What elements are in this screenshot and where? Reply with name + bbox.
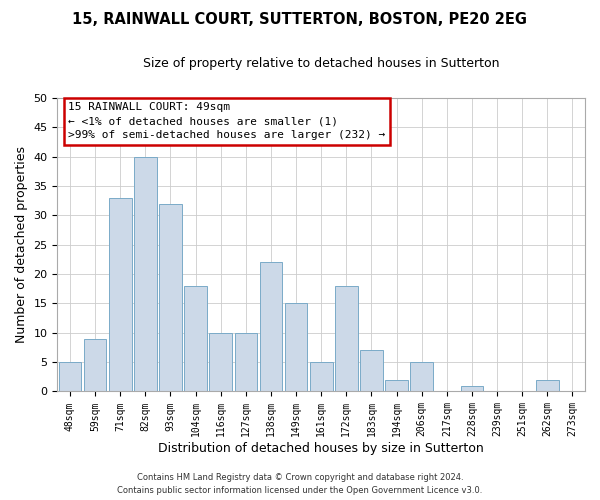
Bar: [285, 304, 307, 392]
Bar: [461, 386, 483, 392]
Bar: [385, 380, 408, 392]
Text: Contains HM Land Registry data © Crown copyright and database right 2024.
Contai: Contains HM Land Registry data © Crown c…: [118, 474, 482, 495]
Bar: [360, 350, 383, 392]
Y-axis label: Number of detached properties: Number of detached properties: [15, 146, 28, 344]
Bar: [260, 262, 282, 392]
Bar: [59, 362, 81, 392]
Bar: [235, 333, 257, 392]
Bar: [159, 204, 182, 392]
Bar: [84, 338, 106, 392]
Bar: [109, 198, 131, 392]
Bar: [310, 362, 332, 392]
Text: 15, RAINWALL COURT, SUTTERTON, BOSTON, PE20 2EG: 15, RAINWALL COURT, SUTTERTON, BOSTON, P…: [73, 12, 527, 28]
Bar: [209, 333, 232, 392]
Text: 15 RAINWALL COURT: 49sqm
← <1% of detached houses are smaller (1)
>99% of semi-d: 15 RAINWALL COURT: 49sqm ← <1% of detach…: [68, 102, 385, 141]
Bar: [410, 362, 433, 392]
Bar: [184, 286, 207, 392]
Title: Size of property relative to detached houses in Sutterton: Size of property relative to detached ho…: [143, 58, 499, 70]
X-axis label: Distribution of detached houses by size in Sutterton: Distribution of detached houses by size …: [158, 442, 484, 455]
Bar: [134, 156, 157, 392]
Bar: [536, 380, 559, 392]
Bar: [335, 286, 358, 392]
